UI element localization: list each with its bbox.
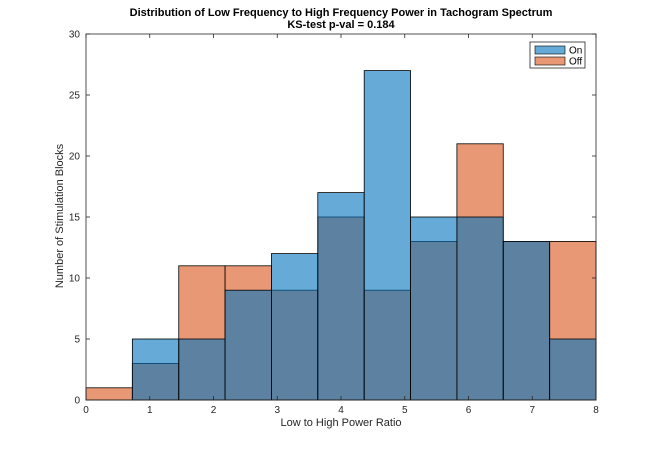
- bar-off: [85, 387, 133, 401]
- y-tick-label: 25: [69, 91, 81, 102]
- x-tick-label: 4: [338, 405, 344, 416]
- y-tick-label: 10: [69, 274, 81, 285]
- y-tick-label: 30: [69, 30, 81, 41]
- legend-label-on: On: [569, 46, 582, 57]
- x-tick-label: 8: [593, 405, 599, 416]
- y-tick-label: 5: [74, 335, 80, 346]
- y-tick-label: 15: [69, 213, 81, 224]
- x-tick-label: 3: [274, 405, 280, 416]
- legend: On Off: [529, 41, 586, 69]
- bar-on: [317, 192, 365, 401]
- bar-on: [224, 289, 272, 401]
- x-tick-label: 7: [529, 405, 535, 416]
- bar-on: [131, 338, 180, 401]
- x-tick-label: 5: [402, 405, 408, 416]
- x-tick-label: 6: [466, 405, 472, 416]
- chart-subtitle: KS-test p-val = 0.184: [287, 19, 395, 31]
- series-on-bars: [131, 70, 597, 401]
- x-tick-label: 0: [83, 405, 89, 416]
- bar-on: [456, 216, 504, 401]
- chart-title: Distribution of Low Frequency to High Fr…: [130, 7, 553, 19]
- x-tick-label: 2: [211, 405, 217, 416]
- bar-on: [363, 70, 411, 401]
- bar-on: [549, 338, 597, 401]
- bar-on: [178, 338, 226, 401]
- y-axis-label: Number of Stimulation Blocks: [54, 143, 66, 288]
- x-axis-label: Low to High Power Ratio: [280, 417, 401, 429]
- axis-ticks: 0 1 2 3 4 5 6 7 8 0 5 10 15 20 25 30: [69, 30, 599, 417]
- y-tick-label: 0: [74, 396, 80, 407]
- y-tick-label: 20: [69, 152, 81, 163]
- bar-on: [410, 216, 458, 401]
- x-tick-label: 1: [147, 405, 153, 416]
- bar-on: [502, 240, 551, 401]
- legend-label-off: Off: [569, 57, 582, 68]
- legend-swatch-on: [534, 45, 566, 55]
- legend-swatch-off: [534, 56, 566, 66]
- bar-on: [271, 253, 319, 401]
